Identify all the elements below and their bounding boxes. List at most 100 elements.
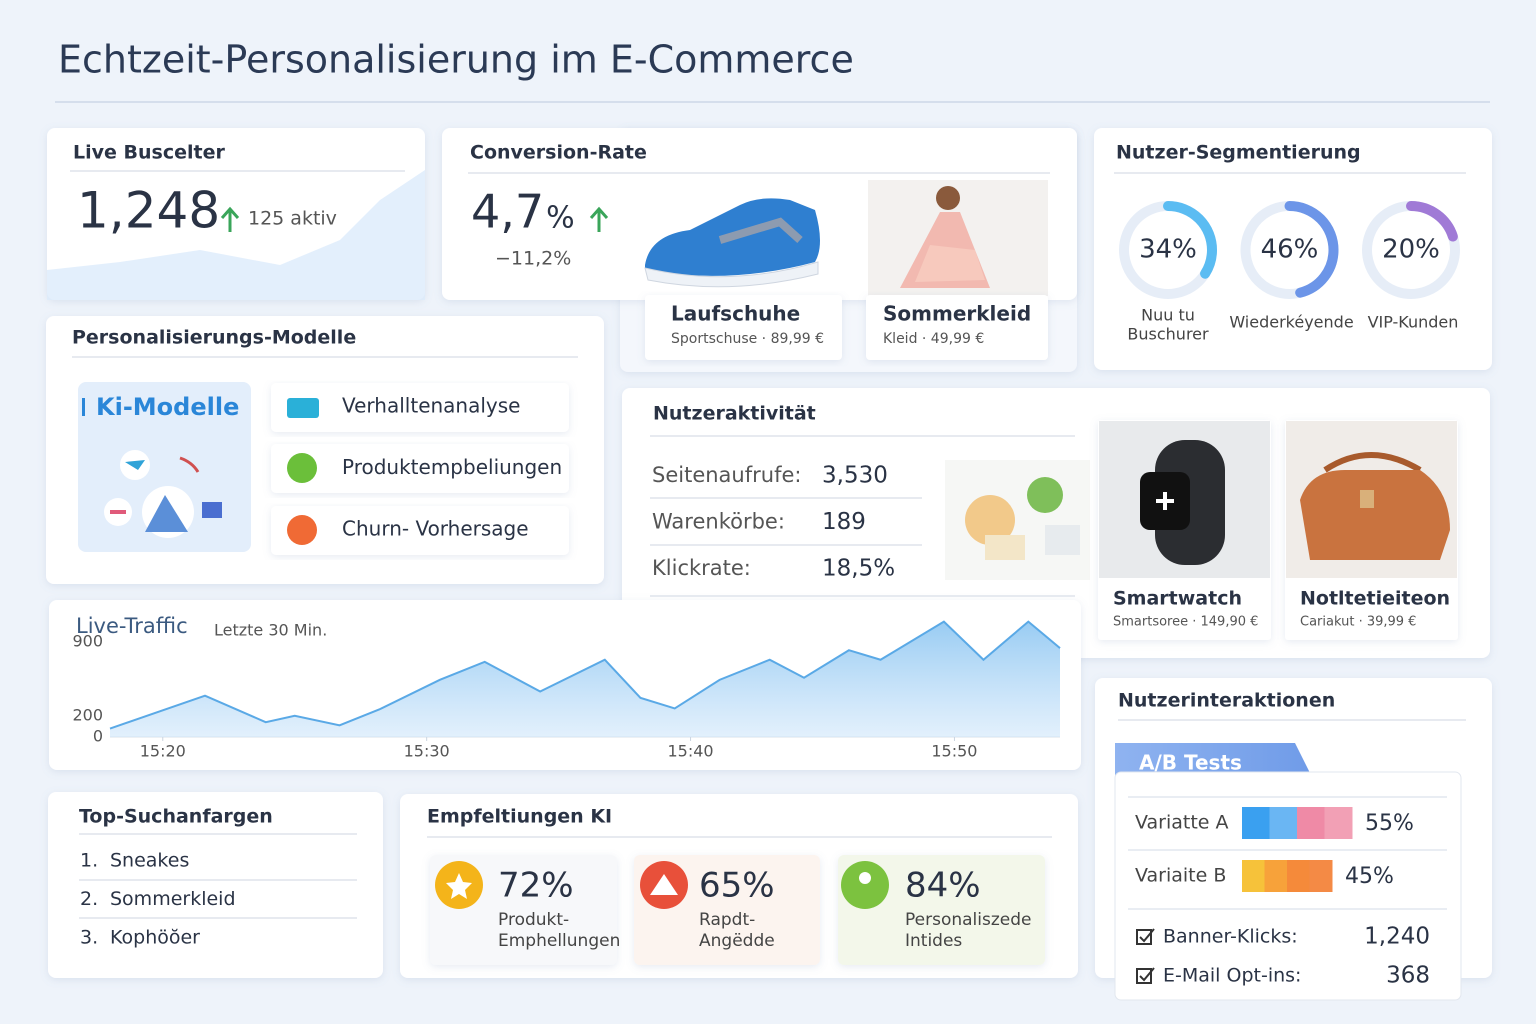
- segment-label: Wiederkéyende: [1229, 313, 1353, 332]
- rules: [70, 170, 1466, 919]
- bar-part: [1242, 807, 1270, 839]
- metric-value: 368: [1386, 963, 1430, 989]
- y-tick-label: 900: [72, 631, 103, 650]
- card-title: Empfeltiungen KI: [427, 806, 612, 828]
- model-item-label: Verhalltenanalyse: [342, 394, 520, 418]
- rec-card: [838, 855, 1045, 965]
- rules: [1128, 796, 1447, 910]
- rec-label: Rapdt-: [699, 910, 755, 930]
- shoe-image: [644, 198, 820, 288]
- rec-label: Angëdde: [699, 931, 775, 951]
- up-arrow: [220, 206, 240, 232]
- rank: 3.: [80, 927, 98, 949]
- model-item-label: Produktempbeliungen: [342, 455, 562, 479]
- y-tick-label: 200: [72, 705, 103, 724]
- metric-value: 189: [822, 509, 866, 535]
- bag: [1300, 452, 1450, 560]
- rank: 1.: [80, 850, 98, 872]
- rec-value: 65%: [699, 866, 775, 906]
- variant-value: 45%: [1345, 864, 1394, 889]
- rec-label: Personaliszede: [905, 910, 1031, 930]
- model-item: [271, 506, 569, 555]
- kpi-sub: 125 aktiv: [248, 208, 337, 230]
- card-title: Conversion-Rate: [470, 142, 647, 164]
- product-card: [645, 295, 842, 360]
- card-title: Nutzer-Segmentierung: [1116, 142, 1361, 164]
- product-name: Smartwatch: [1113, 588, 1242, 610]
- segment-label: Nuu tu: [1141, 306, 1195, 325]
- rec-value: 72%: [498, 866, 574, 906]
- card-title: Nutzeraktivität: [653, 403, 816, 425]
- search-term: Sneakes: [110, 850, 189, 872]
- donut-label: 20%: [1382, 235, 1440, 265]
- card: [48, 792, 383, 978]
- donut-arc: [1362, 201, 1460, 299]
- tab-label: A/B Tests: [1139, 751, 1242, 775]
- food-image: [945, 460, 1090, 580]
- x-tick-label: 15:20: [140, 742, 186, 761]
- donut-arc: [1119, 201, 1217, 299]
- ki-illustration: [104, 450, 222, 538]
- line: [109, 620, 1061, 730]
- bar-part: [1297, 807, 1325, 839]
- rec-label: Intides: [905, 931, 962, 951]
- x-tick-label: 15:50: [931, 742, 977, 761]
- up-arrow: [589, 206, 609, 232]
- area: [110, 621, 1060, 737]
- donut-arc: [1240, 201, 1339, 299]
- x-tick-label: 15:40: [668, 742, 714, 761]
- model-item: [271, 383, 569, 432]
- kpi-value: 1,248: [77, 182, 220, 240]
- metric-value: 18,5%: [822, 556, 895, 582]
- x-tick-label: 15:30: [404, 742, 450, 761]
- bar-part: [1287, 860, 1310, 892]
- icon-glyph: [859, 872, 871, 884]
- bar-part: [1269, 807, 1298, 839]
- segment-label: VIP-Kunden: [1368, 313, 1459, 332]
- search-term: Sommerkleid: [110, 888, 236, 910]
- chart-subtitle: Letzte 30 Min.: [214, 621, 327, 640]
- bar-part: [1264, 860, 1288, 892]
- product-name: Notltetieiteon: [1300, 588, 1450, 610]
- kpi-value: 4,7: [471, 185, 544, 239]
- donut-label: 46%: [1261, 235, 1319, 265]
- content: Echtzeit-Personalisierung im E-Commerce L…: [58, 38, 1460, 989]
- ab-bar: [1242, 860, 1333, 892]
- metric-value: 1,240: [1364, 924, 1430, 950]
- rec-icon: [841, 861, 889, 909]
- variant-value: 55%: [1365, 811, 1414, 836]
- metric-value: 3,530: [822, 463, 888, 489]
- ki-marker: [82, 398, 85, 416]
- rec-label: Emphellungen: [498, 931, 620, 951]
- model-icon: [287, 398, 319, 418]
- kpi-change: −11,2%: [495, 248, 571, 270]
- rank: 2.: [80, 888, 98, 910]
- variant-name: Variaite B: [1135, 865, 1226, 887]
- bar-part: [1242, 860, 1265, 892]
- variant-name: Variatte A: [1135, 812, 1229, 834]
- product-name: Sommerkleid: [883, 302, 1031, 326]
- product-detail: Cariakut · 39,99 €: [1300, 615, 1416, 630]
- rec-value: 84%: [905, 866, 981, 906]
- icon-glyph: [650, 874, 678, 895]
- bar-part: [1324, 807, 1353, 839]
- donut-label: 34%: [1139, 235, 1197, 265]
- chart-title: Live-Traffic: [76, 614, 188, 638]
- model-item: [271, 444, 569, 493]
- card-title: Top-Suchanfargen: [79, 806, 273, 828]
- card-title: Personalisierungs-Modelle: [72, 327, 356, 349]
- icon-glyph: [446, 873, 472, 899]
- metric-label: E-Mail Opt-ins:: [1163, 965, 1301, 987]
- model-icon: [287, 515, 317, 545]
- model-item-label: Churn- Vorhersage: [342, 517, 529, 541]
- sparkline-decor: [47, 170, 425, 300]
- product-detail: Sportschuse · 89,99 €: [671, 331, 824, 347]
- page-title: Echtzeit-Personalisierung im E-Commerce: [58, 38, 854, 82]
- kpi-unit: %: [546, 201, 575, 236]
- ab-bar: [1242, 807, 1353, 839]
- metric-label: Warenkörbe:: [652, 510, 785, 534]
- rec-label: Produkt-: [498, 910, 569, 930]
- bar-part: [1309, 860, 1333, 892]
